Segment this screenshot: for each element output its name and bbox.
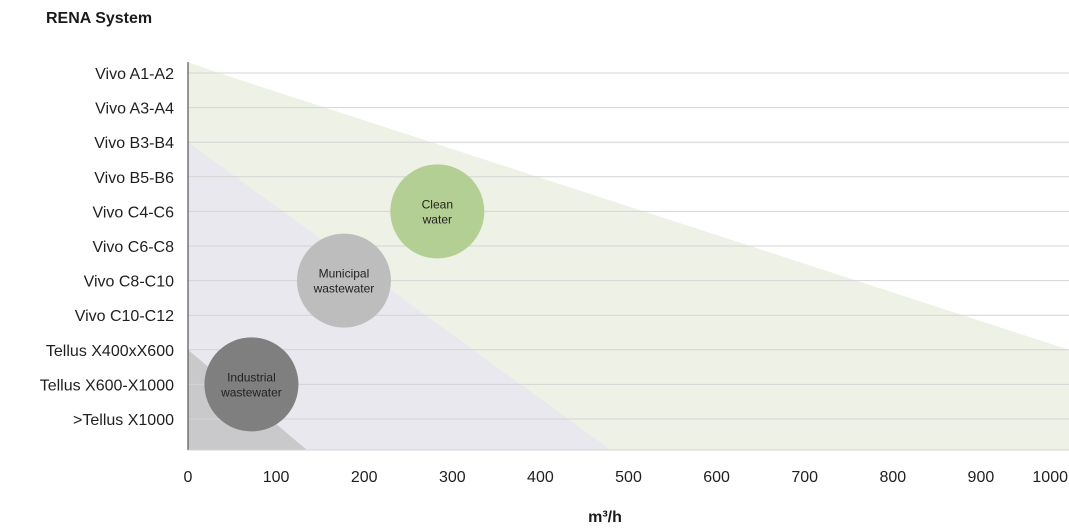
x-tick-label: 800: [879, 469, 906, 486]
category-label: Vivo A3-A4: [95, 101, 174, 118]
x-axis-label: m³/h: [588, 509, 622, 526]
x-tick-label: 400: [527, 469, 554, 486]
category-label: Vivo C4-C6: [92, 204, 174, 221]
category-label: Vivo B3-B4: [94, 135, 174, 152]
x-tick-label: 900: [968, 469, 995, 486]
x-axis-labels: 0 100 200 300 400 500 600 700 800 900 1000: [184, 469, 1069, 486]
bubble-label: wastewater: [313, 282, 375, 296]
x-tick-label: 500: [615, 469, 642, 486]
x-tick-label: 600: [703, 469, 730, 486]
category-label: Tellus X600-X1000: [40, 377, 174, 394]
x-tick-label: 300: [439, 469, 466, 486]
category-label: Vivo C6-C8: [92, 239, 174, 256]
category-label: Vivo B5-B6: [94, 170, 174, 187]
category-label: Vivo A1-A2: [95, 66, 174, 83]
bubble-label: Municipal: [319, 267, 370, 281]
bubble-label: wastewater: [220, 385, 282, 399]
bubble-label: Clean: [422, 197, 453, 211]
x-tick-label: 100: [263, 469, 290, 486]
category-label: Vivo C10-C12: [75, 308, 174, 325]
x-tick-label: 700: [791, 469, 818, 486]
bubble-label: Industrial: [227, 370, 276, 384]
x-tick-label: 1000: [1032, 469, 1068, 486]
bubble-clean-water: [390, 164, 485, 259]
x-tick-label: 0: [184, 469, 193, 486]
bubbles-layer: CleanwaterMunicipalwastewaterIndustrialw…: [204, 164, 485, 432]
category-label: Vivo C8-C10: [84, 274, 175, 291]
category-label: Tellus X400xX600: [46, 343, 174, 360]
y-axis-labels: Vivo A1-A2 Vivo A3-A4 Vivo B3-B4 Vivo B5-B6…: [40, 66, 174, 429]
chart-title: RENA System: [46, 10, 153, 27]
bubble-label: water: [422, 212, 452, 226]
bubble-industrial-wastewater: [204, 337, 299, 432]
bubble-municipal-wastewater: [296, 233, 391, 328]
category-label: >Tellus X1000: [73, 412, 174, 429]
x-tick-label: 200: [351, 469, 378, 486]
